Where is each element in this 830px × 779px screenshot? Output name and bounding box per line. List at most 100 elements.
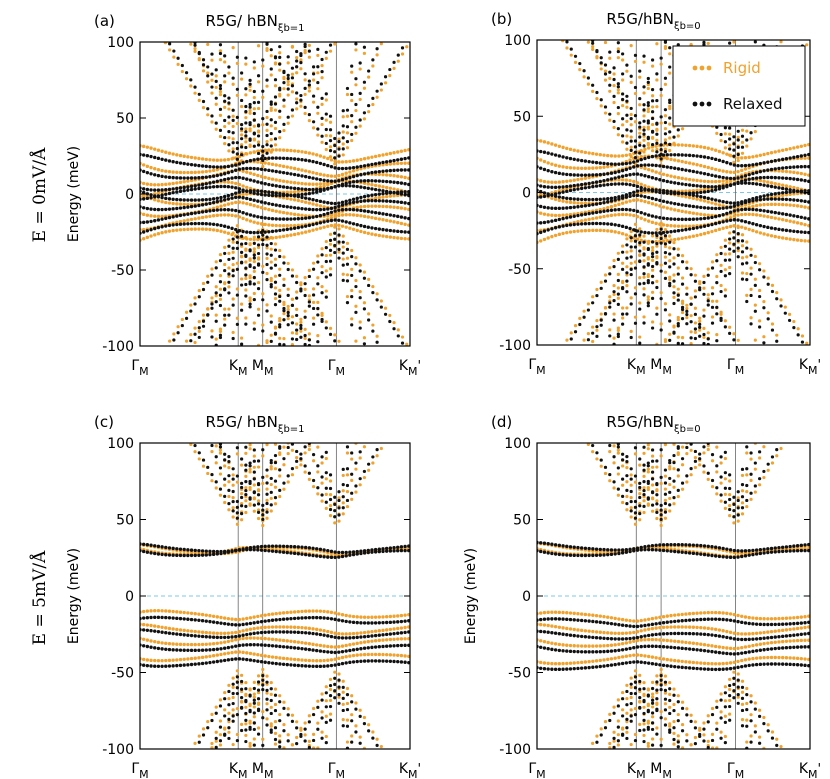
- band-point: [215, 167, 220, 172]
- band-point: [719, 245, 723, 250]
- band-point: [355, 208, 359, 212]
- band-point: [753, 303, 757, 307]
- band-point: [241, 189, 245, 194]
- band-point: [182, 610, 186, 615]
- band-point: [628, 182, 632, 187]
- band-point: [320, 692, 324, 696]
- band-point: [248, 127, 252, 131]
- band-point: [200, 210, 205, 214]
- band-point: [702, 292, 706, 296]
- y-tick-label: -50: [111, 263, 134, 279]
- band-point: [311, 316, 316, 320]
- band-point: [595, 334, 599, 339]
- band-point: [616, 334, 620, 339]
- band-point: [702, 155, 707, 159]
- band-point: [598, 172, 602, 177]
- band-point: [384, 204, 389, 209]
- band-point: [160, 195, 164, 200]
- band-point: [625, 105, 629, 109]
- band-point: [358, 735, 362, 739]
- band-point: [617, 175, 621, 179]
- band-point: [561, 190, 565, 194]
- band-point: [182, 202, 186, 207]
- band-point: [582, 69, 586, 73]
- band-point: [344, 166, 348, 171]
- band-point: [329, 658, 334, 662]
- band-point: [222, 177, 227, 182]
- band-point: [153, 188, 157, 192]
- band-point: [689, 320, 693, 324]
- band-point: [186, 202, 190, 207]
- band-point: [663, 120, 668, 125]
- band-point: [175, 170, 179, 175]
- band-point: [261, 123, 265, 127]
- band-point: [278, 267, 282, 271]
- band-point: [211, 208, 216, 213]
- band-point: [316, 334, 320, 338]
- band-point: [635, 164, 640, 168]
- band-point: [252, 235, 256, 239]
- band-point: [227, 130, 231, 134]
- band-point: [214, 294, 218, 298]
- band-point: [223, 135, 227, 140]
- band-point: [698, 316, 702, 320]
- band-point: [407, 637, 410, 641]
- band-point: [777, 176, 781, 180]
- band-point: [392, 190, 396, 195]
- band-point: [178, 180, 183, 185]
- band-point: [261, 158, 265, 163]
- band-point: [732, 142, 736, 146]
- band-point: [237, 167, 242, 171]
- band-point: [337, 140, 341, 144]
- band-point: [613, 213, 617, 217]
- band-point: [706, 337, 710, 341]
- band-point: [359, 653, 363, 657]
- band-point: [632, 198, 636, 202]
- band-point: [359, 199, 363, 203]
- band-point: [646, 301, 650, 305]
- band-point: [609, 204, 614, 209]
- band-point: [769, 151, 774, 155]
- band-point: [366, 182, 370, 186]
- band-point: [223, 313, 227, 317]
- band-point: [215, 173, 220, 178]
- band-point: [311, 152, 315, 156]
- band-point: [141, 197, 146, 201]
- band-point: [371, 323, 375, 327]
- band-point: [299, 287, 303, 291]
- band-point: [141, 206, 146, 210]
- band-point: [182, 657, 186, 661]
- band-point: [362, 80, 367, 84]
- band-point: [156, 156, 161, 161]
- band-point: [728, 241, 732, 245]
- band-point: [222, 198, 227, 202]
- band-point: [278, 336, 282, 340]
- band-point: [186, 222, 190, 226]
- band-point: [235, 287, 239, 291]
- band-point: [320, 319, 324, 324]
- band-point: [751, 212, 755, 217]
- band-point: [303, 214, 308, 218]
- band-point: [231, 82, 235, 86]
- band-point: [265, 277, 269, 282]
- band-point: [661, 223, 666, 227]
- band-point: [725, 200, 729, 205]
- band-point: [702, 326, 706, 330]
- band-point: [594, 166, 599, 170]
- band-point: [164, 187, 168, 192]
- band-point: [307, 609, 312, 613]
- band-point: [333, 218, 337, 222]
- band-point: [392, 199, 396, 204]
- band-point: [231, 262, 235, 267]
- band-point: [292, 149, 297, 153]
- band-point: [775, 291, 779, 295]
- band-point: [608, 83, 612, 87]
- band-point: [172, 332, 176, 336]
- band-point: [290, 66, 295, 70]
- band-point: [608, 266, 612, 270]
- band-point: [788, 203, 792, 207]
- band-point: [359, 615, 363, 619]
- band-point: [218, 333, 223, 337]
- band-point: [164, 175, 168, 179]
